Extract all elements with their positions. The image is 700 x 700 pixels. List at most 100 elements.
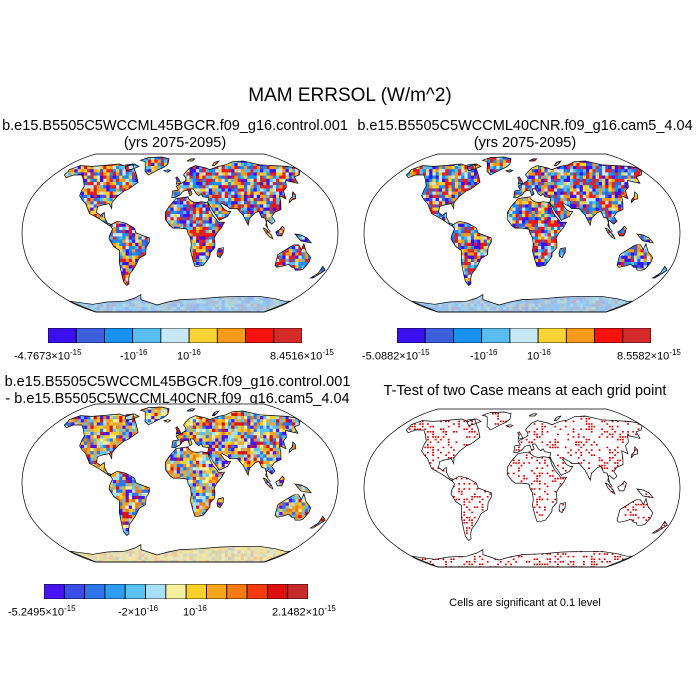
- colorbar-box: [266, 583, 289, 600]
- colorbar-box: [537, 327, 567, 344]
- coastline-eurasia: [513, 415, 643, 488]
- coastline-antarctica: [69, 294, 291, 313]
- panel2-map: [362, 150, 682, 316]
- coastline-baffin: [466, 163, 482, 172]
- panel3-cbar-label-max: 2.1482×10-15: [272, 604, 336, 619]
- colorbar-box: [565, 327, 595, 344]
- colorbar-box: [132, 327, 162, 344]
- panel1-cbar-label-pos: 10-16: [177, 348, 201, 363]
- coastline-svalbard: [186, 408, 196, 412]
- coastline-new-guinea: [636, 488, 654, 499]
- colorbar-box: [453, 327, 483, 344]
- panel1-title-line1: b.e15.B5505C5WCCML45BGCR.f09_g16.control…: [2, 118, 348, 134]
- panel3-title-line2: - b.e15.B5505C5WCCML40CNR.f09_g16.cam5_4…: [5, 391, 350, 407]
- coastline-sumatra: [604, 227, 616, 240]
- panel2-cbar-label-pos: 10-16: [527, 348, 551, 363]
- panel1-title-line2: (yrs 2075-2095): [123, 135, 227, 151]
- coastline-new-zealand: [651, 265, 668, 279]
- coastline-new-guinea: [294, 233, 312, 244]
- coastline-eurasia: [171, 410, 301, 483]
- panel1-title: b.e15.B5505C5WCCML45BGCR.f09_g16.control…: [0, 118, 350, 152]
- coastline-australia: [616, 497, 654, 526]
- panel2-cbar-label-min: -5.0882×10-15: [362, 348, 430, 363]
- coastline-novaya-zemlya: [553, 160, 562, 166]
- globe-outline: [363, 153, 681, 313]
- colorbar-box: [622, 327, 652, 344]
- panel1-colorbar: [47, 327, 303, 344]
- coastline-baffin: [124, 163, 140, 172]
- coastline-south-america: [450, 220, 492, 286]
- colorbar-box: [226, 583, 248, 600]
- globe-outline: [21, 153, 339, 313]
- globe-outline: [363, 408, 681, 568]
- coastline-sumatra: [262, 227, 274, 240]
- panel4-map: [362, 405, 682, 571]
- colorbar-box: [84, 583, 106, 600]
- coastline-north-america: [405, 418, 481, 482]
- coastline-novaya-zemlya: [211, 160, 220, 166]
- coastline-new-guinea: [294, 483, 312, 494]
- coastline-antarctica: [411, 549, 633, 568]
- colorbar-box: [424, 327, 454, 344]
- colorbar-box: [104, 327, 134, 344]
- coastline-svalbard: [186, 158, 196, 162]
- figure-title: MAM ERRSOL (W/m^2): [248, 85, 452, 106]
- panel2-cbar-label-neg: -10-16: [470, 348, 498, 363]
- colorbar-box: [206, 583, 228, 600]
- coastline-iceland: [163, 419, 172, 423]
- coastline-novaya-zemlya: [553, 415, 562, 421]
- coastline-south-america: [450, 475, 492, 541]
- panel3-title: b.e15.B5505C5WCCML45BGCR.f09_g16.control…: [0, 374, 355, 408]
- colorbar-box: [594, 327, 624, 344]
- coastline-uk: [175, 176, 182, 185]
- coastline-japan: [288, 191, 297, 204]
- coastline-greenland: [139, 156, 170, 176]
- coastline-svalbard: [528, 158, 538, 162]
- colorbar-box: [188, 327, 218, 344]
- coastline-iceland: [505, 169, 514, 173]
- significance-note: Cells are significant at 0.1 level: [449, 597, 601, 609]
- panel2-title: b.e15.B5505C5WCCML40CNR.f09_g16.cam5_4.0…: [350, 118, 700, 152]
- coastline-iceland: [163, 169, 172, 173]
- coastline-iceland: [505, 424, 514, 428]
- colorbar-box: [216, 327, 246, 344]
- coastline-australia: [616, 242, 654, 271]
- colorbar-box: [396, 327, 426, 344]
- coastline-australia: [274, 242, 312, 271]
- coastline-eurasia: [513, 160, 643, 233]
- panel2-title-line1: b.e15.B5505C5WCCML40CNR.f09_g16.cam5_4.0…: [357, 118, 693, 134]
- coastline-japan: [630, 446, 639, 459]
- panel3-cbar-label-min: -5.2495×10-15: [8, 604, 76, 619]
- panel3-colorbar: [43, 583, 309, 600]
- coastline-south-america: [108, 220, 150, 286]
- coastline-borneo: [275, 475, 285, 487]
- coastline-africa: [164, 446, 226, 517]
- coastline-sumatra: [262, 477, 274, 490]
- panel3-title-line1: b.e15.B5505C5WCCML45BGCR.f09_g16.control…: [4, 374, 351, 390]
- colorbar-box: [165, 583, 187, 600]
- coastline-borneo: [617, 225, 627, 237]
- globe-outline: [21, 403, 339, 563]
- coastline-greenland: [481, 156, 512, 176]
- panel2-title-line2: (yrs 2075-2095): [473, 135, 577, 151]
- coastline-africa: [506, 196, 568, 267]
- coastline-uk: [175, 426, 182, 435]
- coastline-sumatra: [604, 482, 616, 495]
- colorbar-box: [245, 327, 275, 344]
- coastline-north-america: [63, 413, 139, 477]
- colorbar-box: [160, 327, 190, 344]
- colorbar-box: [287, 583, 309, 600]
- coastline-svalbard: [528, 413, 538, 417]
- coastline-madagascar: [216, 497, 224, 508]
- coastline-south-america: [108, 470, 150, 536]
- panel2-colorbar: [396, 327, 652, 344]
- coastline-africa: [506, 451, 568, 522]
- colorbar-box: [509, 327, 539, 344]
- coastline-north-america: [63, 163, 139, 227]
- coastline-greenland: [139, 406, 170, 426]
- coastline-uk: [517, 176, 524, 185]
- colorbar-box: [145, 583, 167, 600]
- coastline-madagascar: [558, 247, 566, 258]
- globe-background: [364, 409, 680, 567]
- coastline-japan: [288, 441, 297, 454]
